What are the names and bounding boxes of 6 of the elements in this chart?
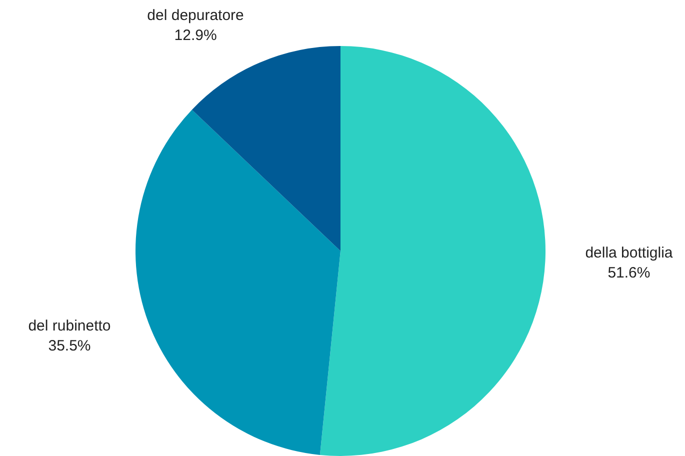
data-label: 35.5% [48,337,91,354]
slice-label: della bottiglia [585,244,674,262]
data-label: 12.9% [174,26,217,44]
slice-label: del rubinetto [28,317,111,334]
data-label: 51.6% [608,264,650,282]
slice-label: del depuratore [147,6,244,24]
